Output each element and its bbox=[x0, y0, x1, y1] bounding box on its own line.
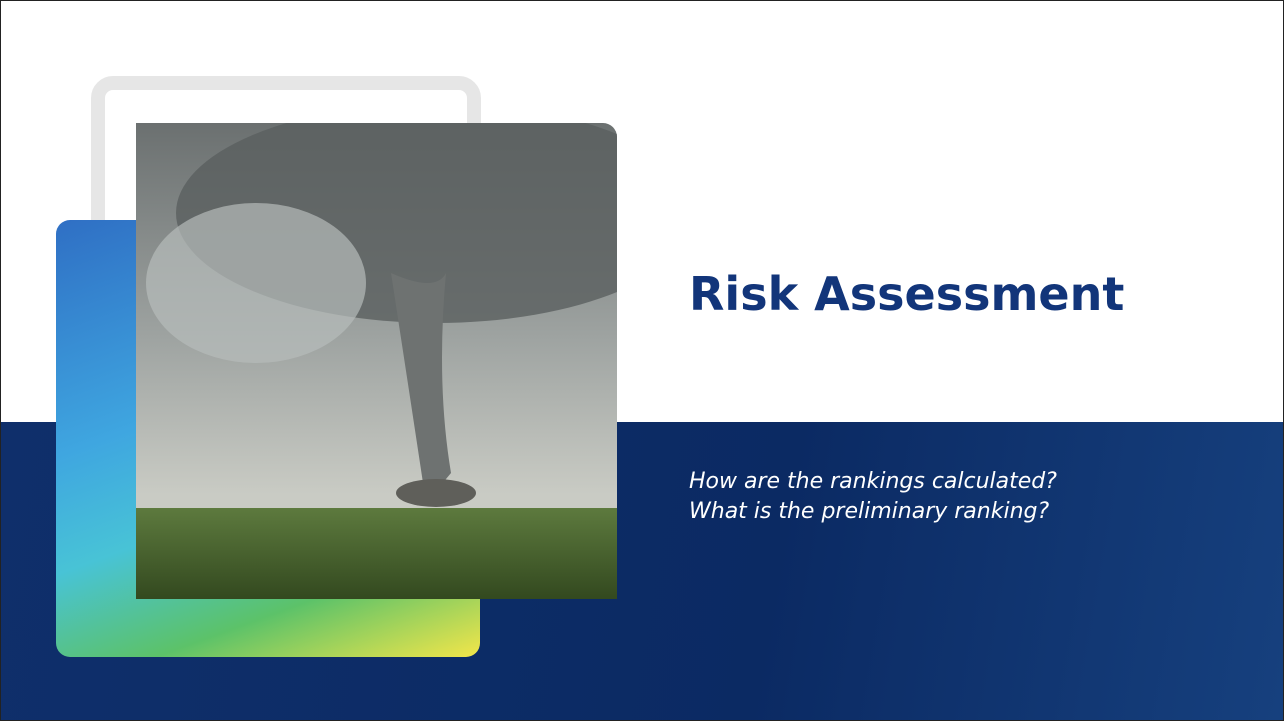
subtitle-line: What is the preliminary ranking? bbox=[689, 497, 1057, 527]
title: Risk Assessment bbox=[689, 267, 1124, 321]
tornado-photo bbox=[136, 123, 617, 599]
subtitle: How are the rankings calculated? What is… bbox=[689, 467, 1057, 527]
slide: Risk Assessment How are the rankings cal… bbox=[0, 0, 1284, 721]
subtitle-line: How are the rankings calculated? bbox=[689, 467, 1057, 497]
